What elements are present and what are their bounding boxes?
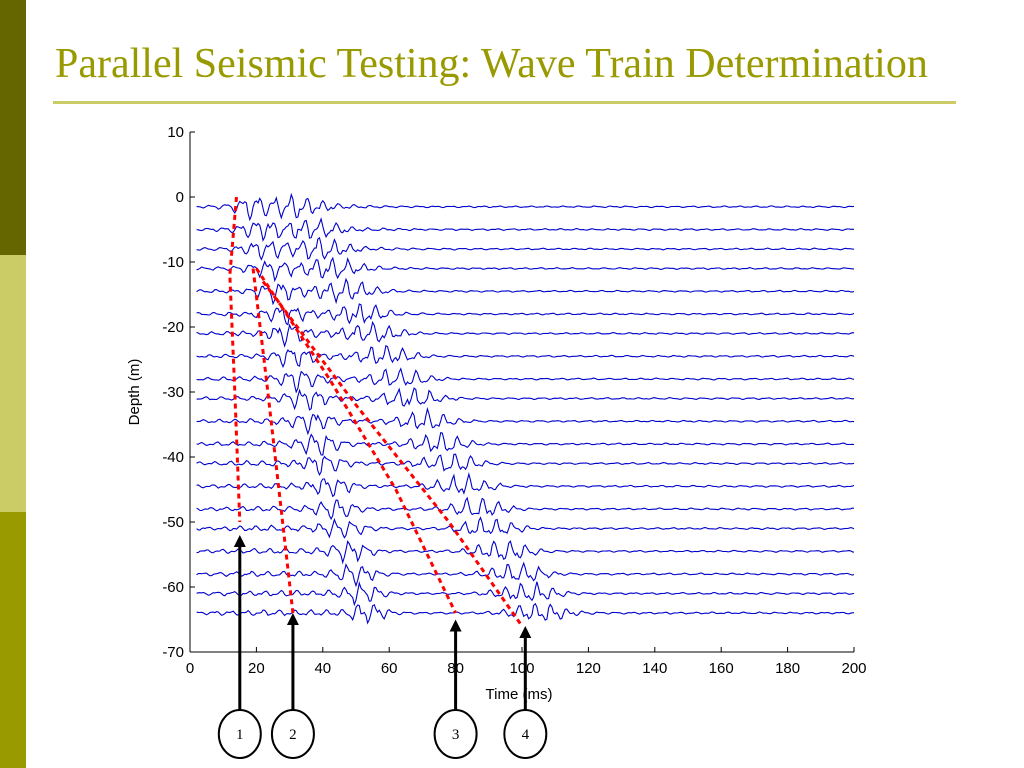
seismic-trace (196, 344, 854, 369)
callout-circle (217, 709, 262, 759)
callout-arrow-head (233, 535, 246, 547)
wave-train-lines (228, 196, 524, 627)
seismic-trace (196, 580, 854, 607)
x-tick-label: 20 (248, 660, 265, 677)
title-underline (53, 101, 956, 104)
x-tick-label: 120 (576, 660, 601, 677)
seismic-trace (196, 277, 854, 306)
callout-arrow-head (519, 626, 532, 638)
callout-arrow-head (286, 613, 299, 625)
seismic-trace (196, 432, 854, 456)
wave-train-line-3 (255, 267, 457, 614)
x-tick-label: 40 (314, 660, 331, 677)
seismic-trace (196, 561, 854, 588)
callout-circle (433, 709, 478, 759)
x-tick-label: 0 (186, 660, 194, 677)
callout-label: 1 (236, 727, 244, 743)
y-tick-label: -10 (162, 254, 184, 271)
seismic-trace (196, 303, 854, 326)
wave-train-line-4 (261, 280, 524, 627)
callout-circle (503, 709, 548, 759)
x-tick-label: 100 (509, 660, 534, 677)
wave-train-callouts: 1 2 3 4 (217, 535, 548, 759)
callout-arrow-head (449, 619, 462, 632)
x-tick-label: 160 (709, 660, 734, 677)
x-tick-label: 200 (841, 660, 866, 677)
seismic-trace (196, 192, 854, 222)
y-ticks: 10 0 -10 -20 -30 -40 -50 -60 -70 (162, 124, 195, 661)
y-tick-label: -60 (162, 579, 184, 596)
wave-train-line-2 (251, 268, 295, 614)
callout-label: 3 (452, 727, 460, 743)
callout-label: 4 (522, 727, 530, 743)
seismic-trace (196, 387, 854, 411)
y-tick-label: -30 (162, 384, 184, 401)
seismic-trace (196, 496, 854, 521)
seismic-trace (196, 540, 854, 565)
seismic-trace (196, 516, 854, 539)
seismic-trace (196, 602, 854, 625)
x-tick-label: 60 (381, 660, 398, 677)
seismic-trace (196, 320, 854, 348)
seismic-traces (196, 192, 854, 625)
seismic-trace (196, 471, 854, 498)
y-axis-label: Depth (m) (126, 359, 143, 426)
seismic-trace (196, 406, 854, 436)
y-tick-label: 10 (167, 124, 184, 141)
wave-train-line-1 (228, 196, 242, 523)
y-tick-label: -50 (162, 514, 184, 531)
slide-title: Parallel Seismic Testing: Wave Train Det… (55, 41, 928, 87)
seismic-trace (196, 453, 854, 477)
side-band-middle (0, 255, 26, 512)
side-band-top (0, 0, 26, 255)
seismic-trace (196, 216, 854, 242)
x-tick-label: 140 (642, 660, 667, 677)
x-ticks: 020406080100120140160180200 (186, 647, 867, 677)
y-tick-label: -70 (162, 644, 184, 661)
y-tick-label: 0 (176, 189, 184, 206)
x-axis-label: Time (ms) (486, 686, 553, 703)
seismic-trace (196, 256, 854, 283)
seismic-trace (196, 367, 854, 394)
callout-circle (270, 709, 315, 759)
callout-label: 2 (289, 727, 297, 743)
side-band-bottom (0, 512, 26, 768)
seismic-trace (196, 236, 854, 261)
y-tick-label: -40 (162, 449, 184, 466)
y-tick-label: -20 (162, 319, 184, 336)
x-tick-label: 180 (775, 660, 800, 677)
